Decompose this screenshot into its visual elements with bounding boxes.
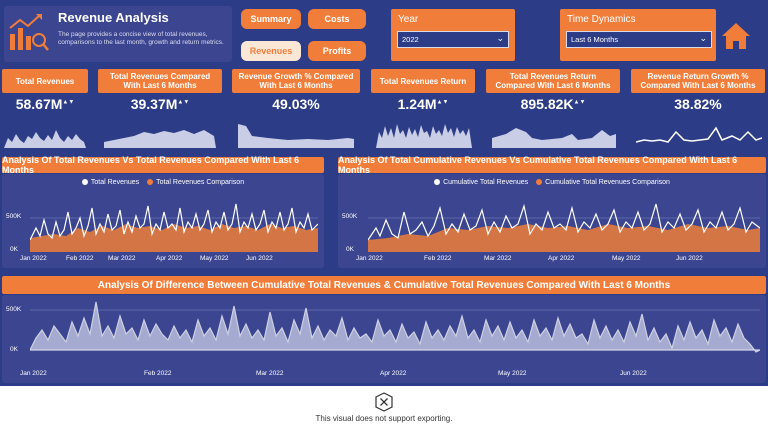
kpi-value-revenues-return-compared: 895.82K▲▼ [520, 96, 586, 112]
x-tick: Feb 2022 [424, 255, 452, 262]
x-tick: Feb 2022 [144, 370, 172, 377]
kpi-title-total-revenues-compared: Total Revenues Compared With Last 6 Mont… [98, 69, 222, 93]
kpi-value-return-growth: 38.82% [674, 96, 722, 112]
page-description: The page provides a concise view of tota… [58, 31, 224, 46]
left-chart-plot [30, 203, 318, 252]
left-chart-title: Analysis Of Total Revenues Vs Total Reve… [2, 155, 324, 175]
costs-button[interactable]: Costs [308, 9, 366, 29]
x-tick: Apr 2022 [156, 255, 183, 262]
x-tick: Jun 2022 [246, 255, 273, 262]
y-tick: 0K [10, 246, 18, 253]
left-chart-legend: Total Revenues Total Revenues Comparison [2, 179, 324, 186]
time-dynamics-value: Last 6 Months [571, 35, 619, 44]
x-tick: Apr 2022 [548, 255, 575, 262]
kpi-value-revenues-return: 1.24M▲▼ [397, 96, 449, 112]
legend-item[interactable]: Total Revenues [81, 179, 139, 186]
home-icon[interactable] [720, 20, 752, 52]
kpi-title-total-revenues: Total Revenues [2, 69, 88, 93]
legend-dot [147, 179, 154, 186]
kpi-value-total-revenues-compared: 39.37M▲▼ [130, 96, 190, 112]
page-title: Revenue Analysis [58, 10, 169, 25]
x-tick: Jun 2022 [620, 370, 647, 377]
x-tick: Mar 2022 [484, 255, 512, 262]
y-tick: 500K [6, 306, 22, 313]
legend-item[interactable]: Cumulative Total Revenues [434, 179, 528, 186]
year-slicer: Year 2022 ⌄ [391, 9, 515, 61]
x-tick: Jun 2022 [676, 255, 703, 262]
sparkline-revenue-growth [238, 124, 354, 148]
right-chart-legend: Cumulative Total Revenues Cumulative Tot… [338, 179, 766, 186]
x-tick: Feb 2022 [66, 255, 94, 262]
x-tick: May 2022 [200, 255, 229, 262]
bottom-chart-plot [30, 301, 760, 353]
dashboard-canvas: Revenue Analysis The page provides a con… [0, 0, 768, 386]
sparkline-revenues-return [376, 124, 472, 148]
year-dropdown-value: 2022 [402, 35, 419, 44]
chevron-down-icon: ⌄ [699, 33, 707, 43]
year-dropdown[interactable]: 2022 ⌄ [397, 31, 509, 48]
x-tick: Jan 2022 [356, 255, 383, 262]
legend-dot [81, 179, 88, 186]
x-tick: May 2022 [498, 370, 527, 377]
sparkline-return-growth [636, 126, 762, 143]
kpi-title-return-growth: Revenue Return Growth % Compared With La… [631, 69, 765, 93]
time-dynamics-dropdown[interactable]: Last 6 Months ⌄ [566, 31, 712, 48]
x-circle-icon [375, 392, 393, 412]
kpi-value-total-revenues: 58.67M▲▼ [15, 96, 75, 112]
time-dynamics-label: Time Dynamics [567, 14, 636, 25]
kpi-title-revenues-return-compared: Total Revenues Return Compared With Last… [486, 69, 620, 93]
y-tick: 0K [10, 346, 18, 353]
sparkline-total-revenues-compared [104, 130, 216, 148]
chart-analysis-icon [9, 14, 49, 51]
legend-dot [434, 179, 441, 186]
time-dynamics-slicer: Time Dynamics Last 6 Months ⌄ [560, 9, 716, 61]
y-tick: 0K [346, 246, 354, 253]
legend-item[interactable]: Total Revenues Comparison [147, 179, 244, 186]
summary-button[interactable]: Summary [241, 9, 301, 29]
sparkline-revenues-return-compared [492, 128, 616, 148]
y-tick: 500K [6, 213, 22, 220]
kpi-value-revenue-growth: 49.03% [272, 96, 320, 112]
kpi-title-revenue-growth: Revenue Growth % Compared With Last 6 Mo… [232, 69, 360, 93]
x-tick: Jan 2022 [20, 255, 47, 262]
x-tick: May 2022 [612, 255, 641, 262]
x-tick: Jan 2022 [20, 370, 47, 377]
export-message: This visual does not support exporting. [315, 414, 453, 423]
legend-item[interactable]: Cumulative Total Revenues Comparison [536, 179, 670, 186]
profits-button[interactable]: Profits [308, 41, 366, 61]
x-tick: Mar 2022 [108, 255, 136, 262]
x-tick: Mar 2022 [256, 370, 284, 377]
legend-dot [536, 179, 543, 186]
right-chart-plot [368, 203, 760, 252]
x-tick: Apr 2022 [380, 370, 407, 377]
right-chart-title: Analysis Of Total Cumulative Revenues Vs… [338, 155, 766, 175]
sparkline-total-revenues [4, 130, 86, 148]
bottom-chart-title: Analysis Of Difference Between Cumulativ… [2, 276, 766, 294]
chevron-down-icon: ⌄ [496, 33, 504, 43]
revenues-button[interactable]: Revenues [241, 41, 301, 61]
year-slicer-label: Year [398, 14, 419, 25]
y-tick: 500K [342, 213, 358, 220]
kpi-title-revenues-return: Total Revenues Return [371, 69, 475, 93]
